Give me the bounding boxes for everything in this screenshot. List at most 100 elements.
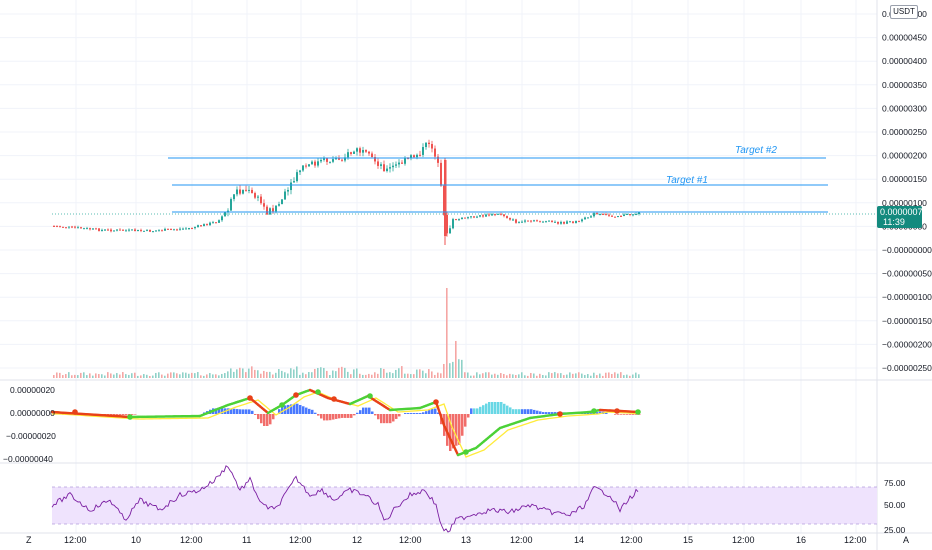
auto-scale-button[interactable]: A [903, 535, 909, 545]
volume-bar [188, 373, 190, 378]
macd-histogram-bar [521, 409, 524, 414]
candle-body [254, 193, 256, 198]
macd-histogram-bar [584, 413, 587, 414]
macd-histogram-bar [416, 413, 419, 414]
candle-body [401, 162, 403, 164]
candle-body [422, 147, 424, 155]
macd-histogram-bar [554, 412, 557, 414]
candle-body [605, 214, 607, 216]
volume-bar [368, 373, 370, 378]
macd-cross-dot [367, 393, 373, 399]
macd-histogram-bar [338, 414, 341, 419]
time-axis-label: 15 [683, 535, 693, 545]
candle-body [560, 221, 562, 224]
macd-histogram-bar [353, 414, 356, 416]
macd-histogram-bar [524, 409, 527, 414]
candle-body [452, 219, 454, 229]
volume-bar [359, 373, 361, 378]
candle-body [350, 152, 352, 154]
candle-body [602, 214, 604, 216]
candle-body [161, 230, 163, 232]
volume-bar [254, 369, 256, 378]
volume-bar [338, 367, 340, 378]
volume-bar [263, 370, 265, 378]
volume-bar [566, 374, 568, 378]
volume-bar [203, 375, 205, 378]
candle-body [581, 219, 583, 222]
volume-bar [413, 374, 415, 378]
currency-badge[interactable]: USDT [890, 5, 918, 19]
macd-histogram-bar [458, 414, 461, 445]
candle-body [404, 158, 406, 164]
time-axis[interactable]: 12:00 10 12:00 11 12:00 12 12:00 13 12:00 14 12:00… [64, 535, 867, 545]
candle-body [566, 221, 568, 224]
volume-bar [143, 374, 145, 378]
macd-histogram-bar [626, 414, 629, 415]
target-2-label: Target #2 [735, 145, 777, 156]
time-axis-label: 11 [242, 535, 251, 545]
candle-body [593, 213, 595, 217]
volume-bar [71, 375, 73, 378]
volume-bar [629, 375, 631, 378]
candle-body [464, 217, 466, 219]
candle-body [551, 220, 553, 222]
candle-body [545, 221, 547, 223]
price-axis[interactable]: 0.000005000.000004500.000004000.00000350… [882, 9, 932, 373]
volume-bar [215, 374, 217, 378]
macd-histogram-bar [299, 405, 302, 414]
candle-body [284, 191, 286, 200]
macd-histogram-bar [434, 408, 437, 414]
time-axis-label: 12:00 [844, 535, 867, 545]
candle-body [56, 226, 58, 228]
candle-body [251, 189, 253, 194]
candle-body [341, 159, 343, 161]
candle-body [527, 220, 529, 222]
candle-body [92, 228, 94, 230]
volume-bar [614, 372, 616, 378]
candle-body [380, 164, 382, 166]
macd-histogram-bar [533, 409, 536, 414]
candle-body [500, 213, 502, 215]
candle-body [371, 153, 373, 158]
volume-bar [98, 374, 100, 378]
zoom-button[interactable]: Z [26, 535, 32, 545]
candle-body [485, 214, 487, 217]
macd-histogram-bar [476, 408, 479, 414]
price-axis-label: 0.00000300 [882, 103, 927, 113]
candle-body [332, 159, 334, 162]
macd-histogram-bar [113, 414, 116, 415]
candle-body [374, 157, 376, 162]
volume-bar [428, 369, 430, 378]
candle-body [233, 194, 235, 200]
volume-bar [62, 375, 64, 378]
volume-bar [155, 372, 157, 378]
volume-bar [209, 373, 211, 378]
candle-body [65, 227, 67, 229]
price-axis-label: 0.00000400 [882, 56, 927, 66]
candle-body [98, 228, 100, 231]
candle-body [449, 228, 451, 234]
candle-body [101, 229, 103, 231]
macd-histogram-bar [368, 407, 371, 414]
rsi-axis-label: 75.00 [884, 478, 906, 488]
volume-bar [356, 368, 358, 378]
macd-histogram-bar [257, 414, 260, 420]
volume-bar [383, 368, 385, 378]
candle-body [119, 229, 121, 231]
candle-body [437, 156, 439, 163]
candle-body [518, 221, 520, 223]
candle-body [377, 161, 379, 166]
candle-body [68, 226, 70, 228]
volume-bar [185, 372, 187, 378]
volume-bar [608, 372, 610, 378]
candle-body [512, 219, 514, 221]
candle-body [269, 208, 271, 215]
candle-body [59, 226, 61, 228]
candle-body [122, 229, 124, 231]
volume-bar [179, 374, 181, 378]
volume-bar [446, 288, 448, 378]
volume-bar [86, 375, 88, 378]
rsi-axis-label: 25.00 [884, 525, 906, 535]
candle-body [155, 230, 157, 232]
